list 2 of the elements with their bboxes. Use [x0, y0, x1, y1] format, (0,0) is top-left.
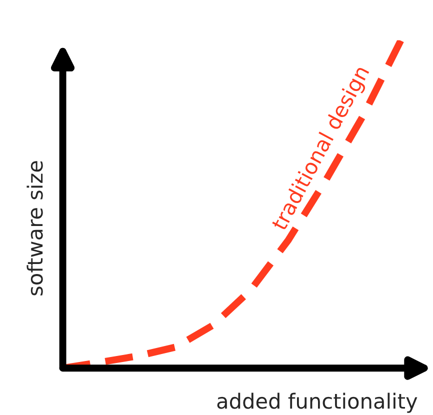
x-axis-title: added functionality [217, 392, 418, 413]
y-axis-title: software size [26, 161, 43, 296]
